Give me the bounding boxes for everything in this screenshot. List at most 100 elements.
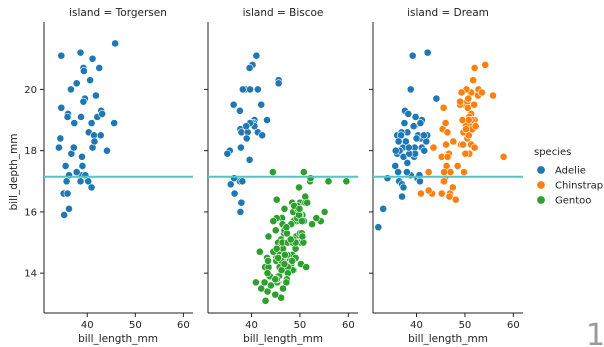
point-adelie <box>56 134 65 143</box>
point-gentoo <box>280 204 289 213</box>
point-chinstrap <box>443 152 452 161</box>
point-adelie <box>408 51 417 60</box>
point-adelie <box>95 64 104 72</box>
point-chinstrap <box>442 140 450 149</box>
point-gentoo <box>261 296 270 305</box>
point-adelie <box>399 183 408 192</box>
x-tick-label: 60 <box>342 320 355 331</box>
point-adelie <box>406 85 415 94</box>
facet-panel-dream: island = Dream 40 50 60 <box>369 7 523 331</box>
point-gentoo <box>271 226 280 235</box>
point-gentoo <box>272 195 281 204</box>
point-chinstrap <box>440 168 449 176</box>
point-gentoo <box>297 217 306 226</box>
point-gentoo <box>271 275 280 284</box>
legend-label-chinstrap: Chinstrap <box>555 181 603 192</box>
point-adelie <box>253 85 262 94</box>
x-tick-label: 50 <box>294 320 307 331</box>
point-chinstrap <box>462 125 470 134</box>
point-chinstrap <box>441 119 450 127</box>
point-chinstrap <box>451 195 460 204</box>
legend-marker-gentoo <box>536 195 546 205</box>
point-gentoo <box>264 257 272 265</box>
point-adelie <box>55 143 63 152</box>
point-adelie <box>62 177 71 186</box>
point-adelie <box>79 97 88 106</box>
x-tick-label: 60 <box>507 320 520 331</box>
point-chinstrap <box>459 140 467 149</box>
point-adelie <box>229 100 238 109</box>
point-adelie <box>67 85 75 94</box>
point-gentoo <box>281 250 289 259</box>
point-adelie <box>252 51 261 60</box>
point-adelie <box>57 103 66 112</box>
point-adelie <box>63 189 72 198</box>
point-gentoo <box>320 208 329 216</box>
y-axis-label: bill_depth_mm <box>8 134 20 211</box>
point-adelie <box>226 180 235 189</box>
point-adelie <box>402 168 411 176</box>
point-gentoo <box>342 177 351 186</box>
point-adelie <box>76 48 85 57</box>
point-chinstrap <box>499 152 508 161</box>
point-chinstrap <box>481 60 490 69</box>
x-axis-label-biscoe: bill_length_mm <box>243 333 323 345</box>
y-tick-label: 18 <box>24 146 37 157</box>
point-adelie <box>404 143 413 152</box>
point-chinstrap <box>461 149 470 158</box>
facet-title-dream: island = Dream <box>407 7 489 19</box>
point-adelie <box>61 162 70 170</box>
point-adelie <box>274 79 283 88</box>
point-gentoo <box>264 232 273 241</box>
point-gentoo <box>312 214 321 222</box>
point-adelie <box>110 119 119 127</box>
point-chinstrap <box>464 94 473 103</box>
point-adelie <box>72 168 81 176</box>
point-chinstrap <box>464 116 473 124</box>
point-adelie <box>96 131 105 140</box>
point-chinstrap <box>424 168 433 176</box>
point-chinstrap <box>429 143 438 152</box>
point-adelie <box>412 134 421 143</box>
point-adelie <box>98 109 107 118</box>
x-tick-label: 60 <box>177 320 190 331</box>
point-chinstrap <box>453 162 462 170</box>
point-chinstrap <box>477 88 486 97</box>
point-chinstrap <box>456 97 464 106</box>
point-chinstrap <box>445 192 454 201</box>
point-adelie <box>245 64 254 72</box>
point-chinstrap <box>470 64 479 72</box>
point-adelie <box>416 119 425 127</box>
point-adelie <box>103 146 111 155</box>
x-tick-label: 40 <box>81 320 94 331</box>
point-gentoo <box>303 198 312 207</box>
point-adelie <box>400 119 409 127</box>
point-adelie <box>111 39 120 48</box>
point-chinstrap <box>469 76 478 85</box>
point-gentoo <box>324 177 333 186</box>
point-adelie <box>394 137 403 146</box>
point-chinstrap <box>489 91 497 100</box>
point-gentoo <box>295 204 304 213</box>
point-gentoo <box>298 232 307 241</box>
point-gentoo <box>280 260 289 268</box>
facet-panel-torgersen: island = Torgersen 40 50 60 14 16 18 20 <box>24 7 193 331</box>
point-adelie <box>87 183 96 192</box>
legend-title: species <box>534 147 571 158</box>
point-adelie <box>57 51 66 60</box>
facet-title-torgersen: island = Torgersen <box>69 7 167 19</box>
point-adelie <box>88 54 97 63</box>
legend: species Adelie Chinstrap Gentoo <box>534 147 603 207</box>
point-adelie <box>391 146 400 155</box>
point-adelie <box>432 94 441 103</box>
point-chinstrap <box>457 88 466 97</box>
point-gentoo <box>302 263 311 271</box>
x-axis-label-dream: bill_length_mm <box>408 333 488 345</box>
point-adelie <box>236 208 245 216</box>
point-gentoo <box>252 278 260 287</box>
y-tick-label: 16 <box>24 207 37 218</box>
point-gentoo <box>267 281 275 290</box>
point-chinstrap <box>443 128 452 137</box>
point-adelie <box>236 106 244 115</box>
